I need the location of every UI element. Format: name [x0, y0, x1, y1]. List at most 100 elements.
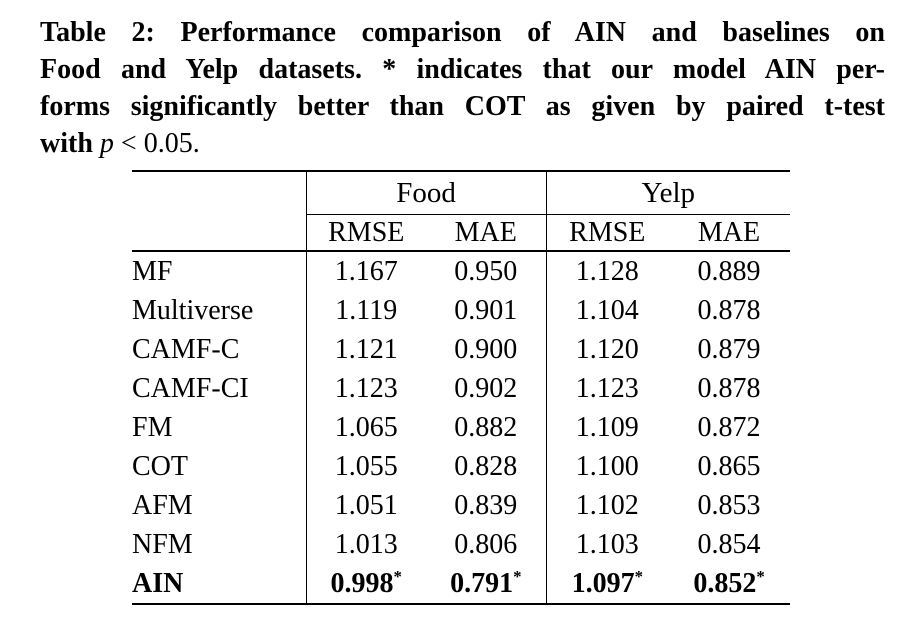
- metric-value-cell: 1.102: [545, 486, 669, 525]
- metric-value: 0.852: [693, 567, 757, 599]
- metric-value-cell: 0.902: [426, 369, 546, 408]
- significance-star: *: [513, 567, 522, 587]
- metric-value: 1.167: [334, 255, 398, 287]
- table-caption: Table 2: Performance comparison of AIN a…: [40, 14, 885, 162]
- metric-value-cell: 0.791*: [426, 564, 546, 604]
- metric-value-cell: 0.879: [668, 330, 790, 369]
- metric-value: 0.882: [454, 411, 518, 443]
- caption-text-segment: with: [40, 128, 100, 159]
- metric-value-cell: 0.828: [426, 447, 546, 486]
- metric-header-rmse-yelp: RMSE: [545, 214, 669, 252]
- metric-value-cell: 1.167: [305, 251, 426, 291]
- metric-value: 1.123: [575, 372, 639, 404]
- metric-value-cell: 1.123: [305, 369, 426, 408]
- metric-value: 0.998: [330, 567, 394, 599]
- table-row-mf: MF 1.167 0.950 1.128 0.889: [132, 251, 790, 291]
- metric-value-cell: 1.097*: [545, 564, 669, 604]
- metric-value: 1.013: [334, 528, 398, 560]
- metric-value: 1.128: [575, 255, 639, 287]
- results-table-header: Food Yelp RMSE MAE RMSE MAE: [132, 171, 791, 252]
- metric-value: 1.055: [334, 450, 398, 482]
- metric-value: 0.865: [697, 450, 761, 482]
- metric-value-cell: 1.121: [305, 330, 426, 369]
- metric-value-cell: 0.878: [668, 291, 790, 330]
- metric-value: 0.879: [697, 333, 761, 365]
- metric-value: 1.097: [571, 567, 635, 599]
- metric-value: 0.853: [697, 489, 761, 521]
- metric-value-cell: 0.854: [668, 525, 790, 564]
- metric-value-cell: 1.128: [545, 251, 669, 291]
- caption-line: Food and Yelp datasets. * indicates that…: [40, 51, 885, 88]
- metric-value-cell: 1.104: [545, 291, 669, 330]
- metric-value: 1.065: [334, 411, 398, 443]
- group-header-row: Food Yelp: [132, 171, 791, 215]
- metric-value: 1.102: [575, 489, 639, 521]
- metric-header-rmse-food: RMSE: [305, 214, 426, 252]
- metric-value-cell: 1.065: [305, 408, 426, 447]
- significance-star: *: [756, 567, 765, 587]
- metric-value-cell: 1.013: [305, 525, 426, 564]
- metric-value-cell: 1.109: [545, 408, 669, 447]
- metric-value-cell: 1.103: [545, 525, 669, 564]
- model-name-cell: AFM: [132, 489, 193, 521]
- caption-text-segment: forms significantly better than COT as g…: [40, 91, 885, 122]
- metric-value: 1.051: [334, 489, 398, 521]
- metric-value-cell: 1.051: [305, 486, 426, 525]
- metric-value-cell: 0.998*: [305, 564, 426, 604]
- table-row-multiverse: Multiverse 1.119 0.901 1.104 0.878: [132, 291, 790, 330]
- metric-value: 0.839: [454, 489, 518, 521]
- table-row-cot: COT 1.055 0.828 1.100 0.865: [132, 447, 790, 486]
- model-name-cell: AIN: [132, 567, 184, 599]
- significance-star: *: [393, 567, 402, 587]
- metric-value: 1.119: [335, 294, 398, 326]
- metric-value: 1.123: [334, 372, 398, 404]
- metric-value: 0.872: [697, 411, 761, 443]
- table-row-camf-ci: CAMF-CI 1.123 0.902 1.123 0.878: [132, 369, 790, 408]
- model-name-cell: CAMF-C: [132, 333, 240, 365]
- metric-value: 0.828: [454, 450, 518, 482]
- results-table-body: MF 1.167 0.950 1.128 0.889 Multiverse 1.119 0.9…: [132, 251, 790, 604]
- metric-value: 0.900: [454, 333, 518, 365]
- metric-value-cell: 1.100: [545, 447, 669, 486]
- model-name-cell: COT: [132, 450, 188, 482]
- metric-header-mae-yelp: MAE: [668, 214, 791, 252]
- metric-value-cell: 0.872: [668, 408, 790, 447]
- metric-value: 1.100: [575, 450, 639, 482]
- metric-header-mae-food: MAE: [426, 214, 547, 252]
- metric-value-cell: 0.806: [426, 525, 546, 564]
- table-row-ain: AIN 0.998* 0.791* 1.097* 0.852*: [132, 564, 790, 604]
- caption-text-segment: < 0.05.: [113, 128, 200, 159]
- metric-value-cell: 0.889: [668, 251, 790, 291]
- table-row-afm: AFM 1.051 0.839 1.102 0.853: [132, 486, 790, 525]
- model-name-cell: FM: [132, 411, 173, 443]
- metric-value-cell: 0.878: [668, 369, 790, 408]
- metric-value: 0.902: [454, 372, 518, 404]
- caption-line: Table 2: Performance comparison of AIN a…: [40, 14, 885, 51]
- table-row-camf-c: CAMF-C 1.121 0.900 1.120 0.879: [132, 330, 790, 369]
- caption-line: forms significantly better than COT as g…: [40, 88, 885, 125]
- caption-text-segment: Food and Yelp datasets. * indicates that…: [40, 54, 885, 85]
- dataset-group-header-yelp: Yelp: [545, 171, 791, 215]
- significance-star: *: [634, 567, 643, 587]
- caption-line: with p < 0.05.: [40, 125, 885, 162]
- metric-value: 1.109: [575, 411, 639, 443]
- model-name-cell: NFM: [132, 528, 193, 560]
- metric-value: 0.854: [697, 528, 761, 560]
- caption-text-segment: Table 2: Performance comparison of AIN a…: [40, 17, 885, 48]
- metric-value-cell: 1.120: [545, 330, 669, 369]
- table-row-nfm: NFM 1.013 0.806 1.103 0.854: [132, 525, 790, 564]
- metric-value: 0.901: [454, 294, 518, 326]
- model-name-cell: MF: [132, 255, 173, 287]
- metric-value-cell: 0.839: [426, 486, 546, 525]
- model-name-cell: Multiverse: [132, 294, 254, 326]
- metric-value: 0.878: [697, 372, 761, 404]
- metric-value-cell: 1.119: [305, 291, 426, 330]
- metric-value-cell: 0.950: [426, 251, 546, 291]
- metric-value-cell: 0.900: [426, 330, 546, 369]
- metric-value-cell: 1.123: [545, 369, 669, 408]
- metric-value: 1.120: [575, 333, 639, 365]
- table-row-fm: FM 1.065 0.882 1.109 0.872: [132, 408, 790, 447]
- metric-value: 1.121: [334, 333, 398, 365]
- metric-value-cell: 0.882: [426, 408, 546, 447]
